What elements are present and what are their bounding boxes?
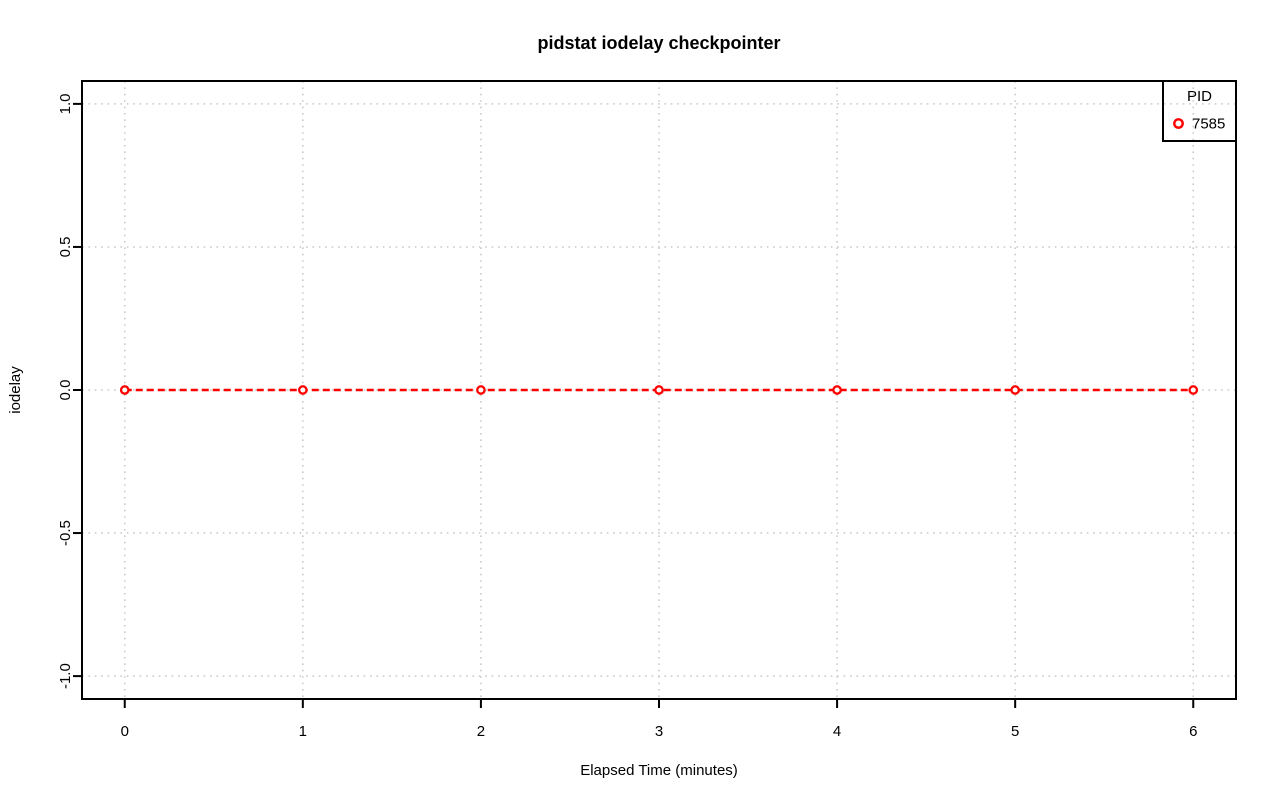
y-tick-label-3: -0.5 <box>57 520 74 546</box>
data-point-7585-6 <box>1188 385 1199 395</box>
y-tick-label-2: 0.0 <box>57 380 74 401</box>
y-axis: 1.0 0.5 0.0 -0.5 -1.0 <box>57 93 81 689</box>
chart-title: pidstat iodelay checkpointer <box>537 33 780 53</box>
x-tick-label-3: 3 <box>655 723 663 740</box>
x-tick-label-1: 1 <box>299 723 307 740</box>
x-tick-label-4: 4 <box>833 723 841 740</box>
x-axis-label: Elapsed Time (minutes) <box>580 762 738 779</box>
plot-border <box>81 80 1237 700</box>
x-tick-label-2: 2 <box>477 723 485 740</box>
legend-marker-icon <box>1173 118 1184 129</box>
y-tick-label-1: 0.5 <box>57 237 74 258</box>
data-point-7585-5 <box>1010 385 1021 395</box>
data-point-7585-4 <box>832 385 842 395</box>
series-group <box>119 385 1199 395</box>
y-axis-label: iodelay <box>7 366 24 414</box>
y-tick-label-0: 1.0 <box>57 93 74 114</box>
legend: PID 7585 <box>1162 80 1237 142</box>
y-tick-label-4: -1.0 <box>57 663 74 689</box>
data-point-7585-1 <box>297 385 308 395</box>
x-tick-label-6: 6 <box>1189 723 1197 740</box>
legend-title: PID <box>1187 88 1212 105</box>
x-tick-label-5: 5 <box>1011 723 1019 740</box>
x-axis: 0 1 2 3 4 5 6 <box>121 700 1197 740</box>
legend-entry-label: 7585 <box>1192 116 1225 133</box>
data-point-7585-0 <box>119 385 130 395</box>
data-point-7585-2 <box>476 385 486 395</box>
x-tick-label-0: 0 <box>121 723 129 740</box>
data-point-7585-3 <box>654 385 664 395</box>
legend-box <box>1162 80 1237 142</box>
